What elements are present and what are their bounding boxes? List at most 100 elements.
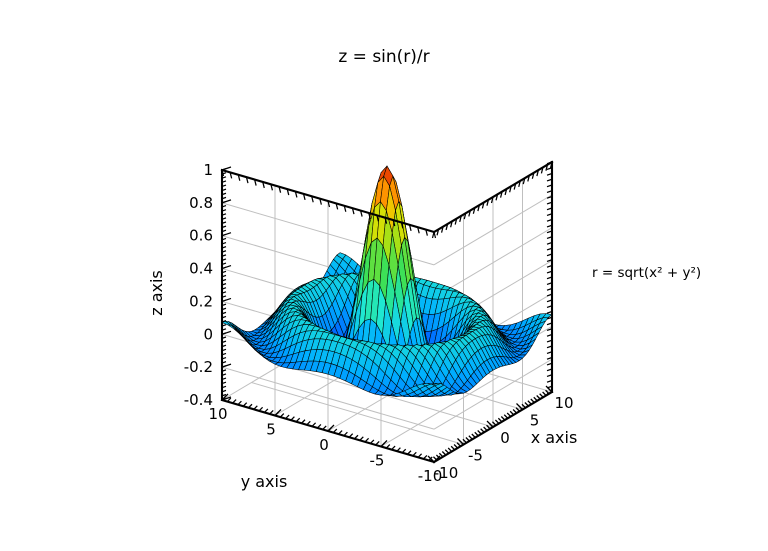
z-minor-tick — [221, 319, 227, 323]
top-edge-minor-tick — [477, 204, 480, 212]
right-edge-minor-tick — [546, 356, 553, 360]
x-minor-tick — [474, 431, 479, 437]
y-tick-label: 0 — [319, 436, 329, 454]
right-edge-minor-tick — [546, 270, 553, 274]
y-minor-tick — [242, 402, 248, 407]
top-edge-minor-tick — [522, 177, 526, 185]
right-edge-minor-tick — [546, 305, 553, 309]
y-minor-tick — [274, 411, 279, 416]
x-tick-label: 0 — [500, 429, 510, 447]
z-minor-tick — [221, 258, 227, 261]
right-edge-minor-tick — [546, 299, 553, 303]
z-minor-tick — [221, 311, 227, 315]
top-edge-minor-tick — [518, 180, 521, 188]
x-minor-tick — [489, 423, 494, 428]
z-minor-tick — [221, 262, 227, 266]
y-minor-tick — [248, 403, 253, 409]
x-minor-tick — [545, 389, 550, 395]
right-edge-minor-tick — [546, 230, 553, 234]
top-edge-minor-tick — [486, 199, 490, 206]
y-minor-tick — [396, 447, 401, 452]
top-edge-minor-tick — [459, 215, 462, 223]
right-edge-minor-tick — [546, 293, 553, 297]
z-minor-tick — [221, 213, 227, 216]
top-edge-minor-tick — [536, 169, 539, 177]
x-minor-tick — [524, 402, 529, 407]
top-edge-minor-tick — [531, 172, 535, 179]
z-minor-tick — [221, 241, 227, 245]
top-left-edge-minor-tick — [417, 227, 420, 234]
y-minor-tick — [375, 441, 380, 446]
z-minor-tick — [221, 369, 227, 372]
top-edge-minor-tick — [495, 194, 499, 201]
top-left-edge-minor-tick — [302, 193, 306, 201]
top-edge-minor-tick — [440, 226, 444, 233]
top-left-edge-minor-tick — [270, 184, 274, 191]
right-edge-minor-tick — [546, 178, 553, 182]
x-minor-tick — [468, 435, 473, 440]
z-tick-label: 0.6 — [189, 227, 213, 245]
right-edge-minor-tick — [546, 282, 553, 286]
z-minor-tick — [221, 348, 227, 352]
x-minor-tick — [492, 421, 497, 426]
x-minor-tick — [515, 407, 520, 412]
x-minor-tick — [518, 405, 523, 410]
y-minor-tick — [226, 397, 232, 402]
right-edge-minor-tick — [546, 218, 553, 222]
z-minor-tick — [221, 287, 227, 290]
right-edge-minor-tick — [546, 345, 553, 349]
z-minor-tick — [221, 176, 227, 179]
z-tick-label: -0.4 — [184, 391, 213, 409]
top-edge-minor-tick — [545, 164, 549, 171]
y-minor-tick — [285, 414, 290, 420]
top-left-edge-minor-tick — [262, 181, 265, 189]
top-left-edge-minor-tick — [351, 207, 355, 215]
x-minor-tick — [500, 416, 506, 421]
top-left-edge-minor-tick — [286, 188, 290, 196]
x-minor-tick — [438, 452, 444, 458]
top-left-edge-minor-tick — [384, 217, 388, 224]
z-minor-tick — [221, 336, 227, 339]
top-left-edge-minor-tick — [368, 212, 371, 220]
surface-quad — [427, 382, 438, 385]
x-minor-tick — [539, 393, 544, 398]
x-minor-tick — [433, 456, 438, 461]
top-edge-minor-tick — [472, 207, 476, 214]
z-minor-tick — [221, 196, 227, 200]
top-left-edge-minor-tick — [433, 231, 437, 239]
z-minor-tick — [221, 315, 227, 319]
x-minor-tick — [477, 430, 482, 435]
x-minor-tick — [512, 409, 518, 414]
z-minor-tick — [221, 246, 227, 249]
z-minor-tick — [221, 278, 227, 282]
z-minor-tick — [221, 184, 227, 188]
top-left-edge-minor-tick — [294, 191, 298, 198]
top-edge-minor-tick — [490, 196, 494, 204]
x-minor-tick — [527, 400, 532, 405]
right-edge-minor-tick — [546, 322, 553, 326]
x-tick-label: 10 — [554, 394, 573, 412]
top-edge-minor-tick — [468, 210, 471, 217]
y-minor-tick — [263, 408, 269, 413]
top-left-edge-minor-tick — [278, 186, 282, 193]
x-minor-tick — [533, 396, 538, 402]
top-edge-minor-tick — [481, 202, 485, 209]
z-minor-tick — [221, 233, 227, 237]
top-left-edge-minor-tick — [229, 172, 233, 179]
right-edge-minor-tick — [546, 201, 553, 205]
top-edge-minor-tick — [549, 161, 553, 169]
z-minor-tick — [221, 307, 227, 311]
y-minor-tick — [332, 428, 338, 433]
y-minor-tick — [311, 422, 317, 427]
x-tick-label: -5 — [468, 447, 483, 465]
z-minor-tick — [221, 254, 227, 257]
right-edge-minor-tick — [546, 184, 553, 188]
y-minor-tick — [327, 427, 332, 432]
right-edge-minor-tick — [546, 224, 553, 228]
top-left-edge-minor-tick — [221, 169, 225, 177]
z-minor-tick — [221, 237, 227, 241]
x-minor-tick — [471, 433, 476, 438]
grid-back-horizontal — [433, 194, 553, 266]
y-minor-tick — [316, 423, 322, 429]
z-tick-label: -0.2 — [184, 358, 213, 376]
